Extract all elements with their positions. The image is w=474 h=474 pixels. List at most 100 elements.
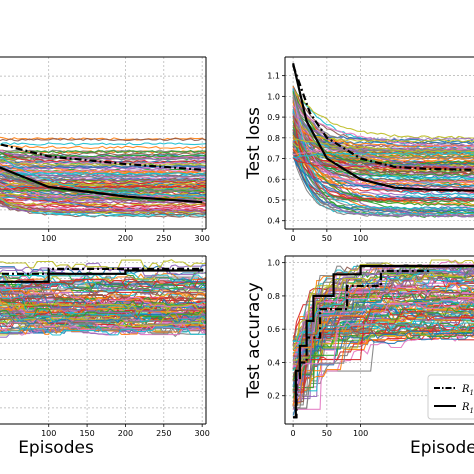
background-series-line: [0, 183, 206, 199]
background-series-line: [0, 286, 206, 307]
background-series-line: [0, 182, 206, 187]
ticks-top-right: 0 50 100 0.4 0.5 0.6 0.7 0.8 0.9 1.0 1.1: [267, 72, 368, 243]
highlight-line-dashdot: [292, 64, 474, 171]
background-series-line: [0, 155, 206, 198]
series-top-right: [292, 62, 474, 218]
legend-label-1: R1: [461, 402, 474, 415]
background-series-line: [293, 286, 474, 358]
background-series-line: [0, 150, 206, 161]
background-series-line: [293, 138, 474, 153]
y-tick-label: 0.5: [267, 196, 280, 205]
background-series-line: [0, 300, 206, 309]
background-series-line: [292, 329, 474, 391]
series-top-left: [0, 136, 206, 219]
background-series-line: [0, 137, 206, 142]
x-tick-label: 0: [291, 234, 296, 243]
background-series-line: [293, 268, 474, 402]
ylabel-top-right: Test loss: [244, 107, 264, 180]
background-series-line: [292, 112, 474, 216]
xlabel-bottom-left: Episodes: [18, 438, 94, 458]
x-tick-label: 200: [118, 234, 133, 243]
x-tick-label: 250: [156, 234, 171, 243]
background-series-line: [292, 148, 474, 200]
background-series-line: [293, 275, 474, 363]
background-series-line: [293, 328, 474, 385]
background-series-line: [0, 290, 206, 302]
x-tick-label: 100: [41, 234, 56, 243]
background-series-line: [292, 89, 474, 218]
background-series-line: [292, 131, 474, 172]
background-series-line: [293, 321, 474, 342]
background-series-line: [0, 201, 206, 206]
highlight-line-solid: [0, 268, 204, 283]
background-series-line: [292, 131, 474, 166]
background-series-line: [292, 314, 474, 381]
x-tick-label: 50: [322, 429, 332, 438]
panel-bottom-right: 0 50 100 0.2 0.4 0.6 0.8 1.0 Test accuracy Epis…: [244, 255, 474, 458]
highlight-line-dashdot: [0, 267, 203, 275]
background-series-line: [0, 160, 206, 167]
x-tick-label: 50: [322, 234, 332, 243]
background-series-line: [293, 283, 474, 340]
background-series-line: [0, 178, 206, 183]
background-series-line: [292, 110, 474, 212]
background-series-line: [292, 264, 474, 347]
background-series-line: [293, 327, 474, 357]
y-tick-label: 0.7: [267, 155, 280, 164]
background-series-line: [293, 289, 474, 389]
y-tick-label: 0.8: [267, 292, 280, 301]
x-tick-label: 100: [353, 234, 368, 243]
background-series-line: [0, 314, 206, 325]
background-series-line: [292, 156, 474, 188]
xlabel-bottom-right: Episodes: [410, 438, 474, 458]
x-tick-label: 0: [291, 429, 296, 438]
background-series-line: [293, 310, 474, 409]
background-series-line: [292, 147, 474, 156]
panel-top-left: 100 200 250 300: [0, 56, 210, 243]
x-tick-label: 200: [118, 429, 133, 438]
background-series-line: [292, 105, 474, 148]
background-series-line: [292, 153, 474, 218]
background-series-line: [0, 289, 206, 302]
y-tick-label: 1.0: [267, 259, 280, 268]
background-series-line: [292, 131, 474, 174]
background-series-line: [293, 264, 474, 342]
background-series-line: [292, 305, 474, 381]
background-series-line: [292, 319, 474, 403]
highlight-line-dashdot: [293, 264, 474, 419]
panel-bottom-left: 100 150 200 250 300 Episodes: [0, 255, 210, 458]
legend-label-0: R1: [461, 384, 474, 397]
y-tick-label: 0.6: [267, 325, 280, 334]
background-series-line: [293, 269, 474, 375]
background-series-line: [293, 300, 474, 353]
background-series-line: [0, 325, 206, 336]
background-series-line: [0, 310, 206, 335]
background-series-line: [0, 177, 206, 185]
background-series-line: [292, 271, 474, 350]
background-series-line: [293, 273, 474, 342]
highlight-line-solid: [292, 62, 474, 192]
background-series-line: [292, 135, 474, 207]
background-series-line: [293, 329, 474, 403]
background-series-line: [293, 312, 474, 365]
background-series-line: [292, 277, 474, 407]
background-series-line: [292, 113, 474, 143]
background-series-line: [0, 290, 206, 306]
background-series-line: [293, 323, 474, 407]
legend-box: [427, 374, 474, 420]
legend: R1 R1: [427, 374, 474, 420]
x-tick-label: 300: [195, 429, 210, 438]
y-tick-label: 0.6: [267, 175, 280, 184]
highlight-line-solid: [293, 264, 474, 419]
highlight-line-solid: [0, 166, 203, 204]
panel-top-right: 0 50 100 0.4 0.5 0.6 0.7 0.8 0.9 1.0 1.1 Test loss: [244, 56, 474, 243]
background-series-line: [0, 285, 206, 296]
x-tick-label: 300: [195, 234, 210, 243]
x-tick-label: 100: [353, 429, 368, 438]
y-tick-label: 1.1: [267, 72, 280, 81]
background-series-line: [0, 205, 206, 213]
background-series-line: [0, 266, 206, 277]
background-series-line: [292, 126, 474, 207]
background-series-line: [292, 129, 474, 183]
